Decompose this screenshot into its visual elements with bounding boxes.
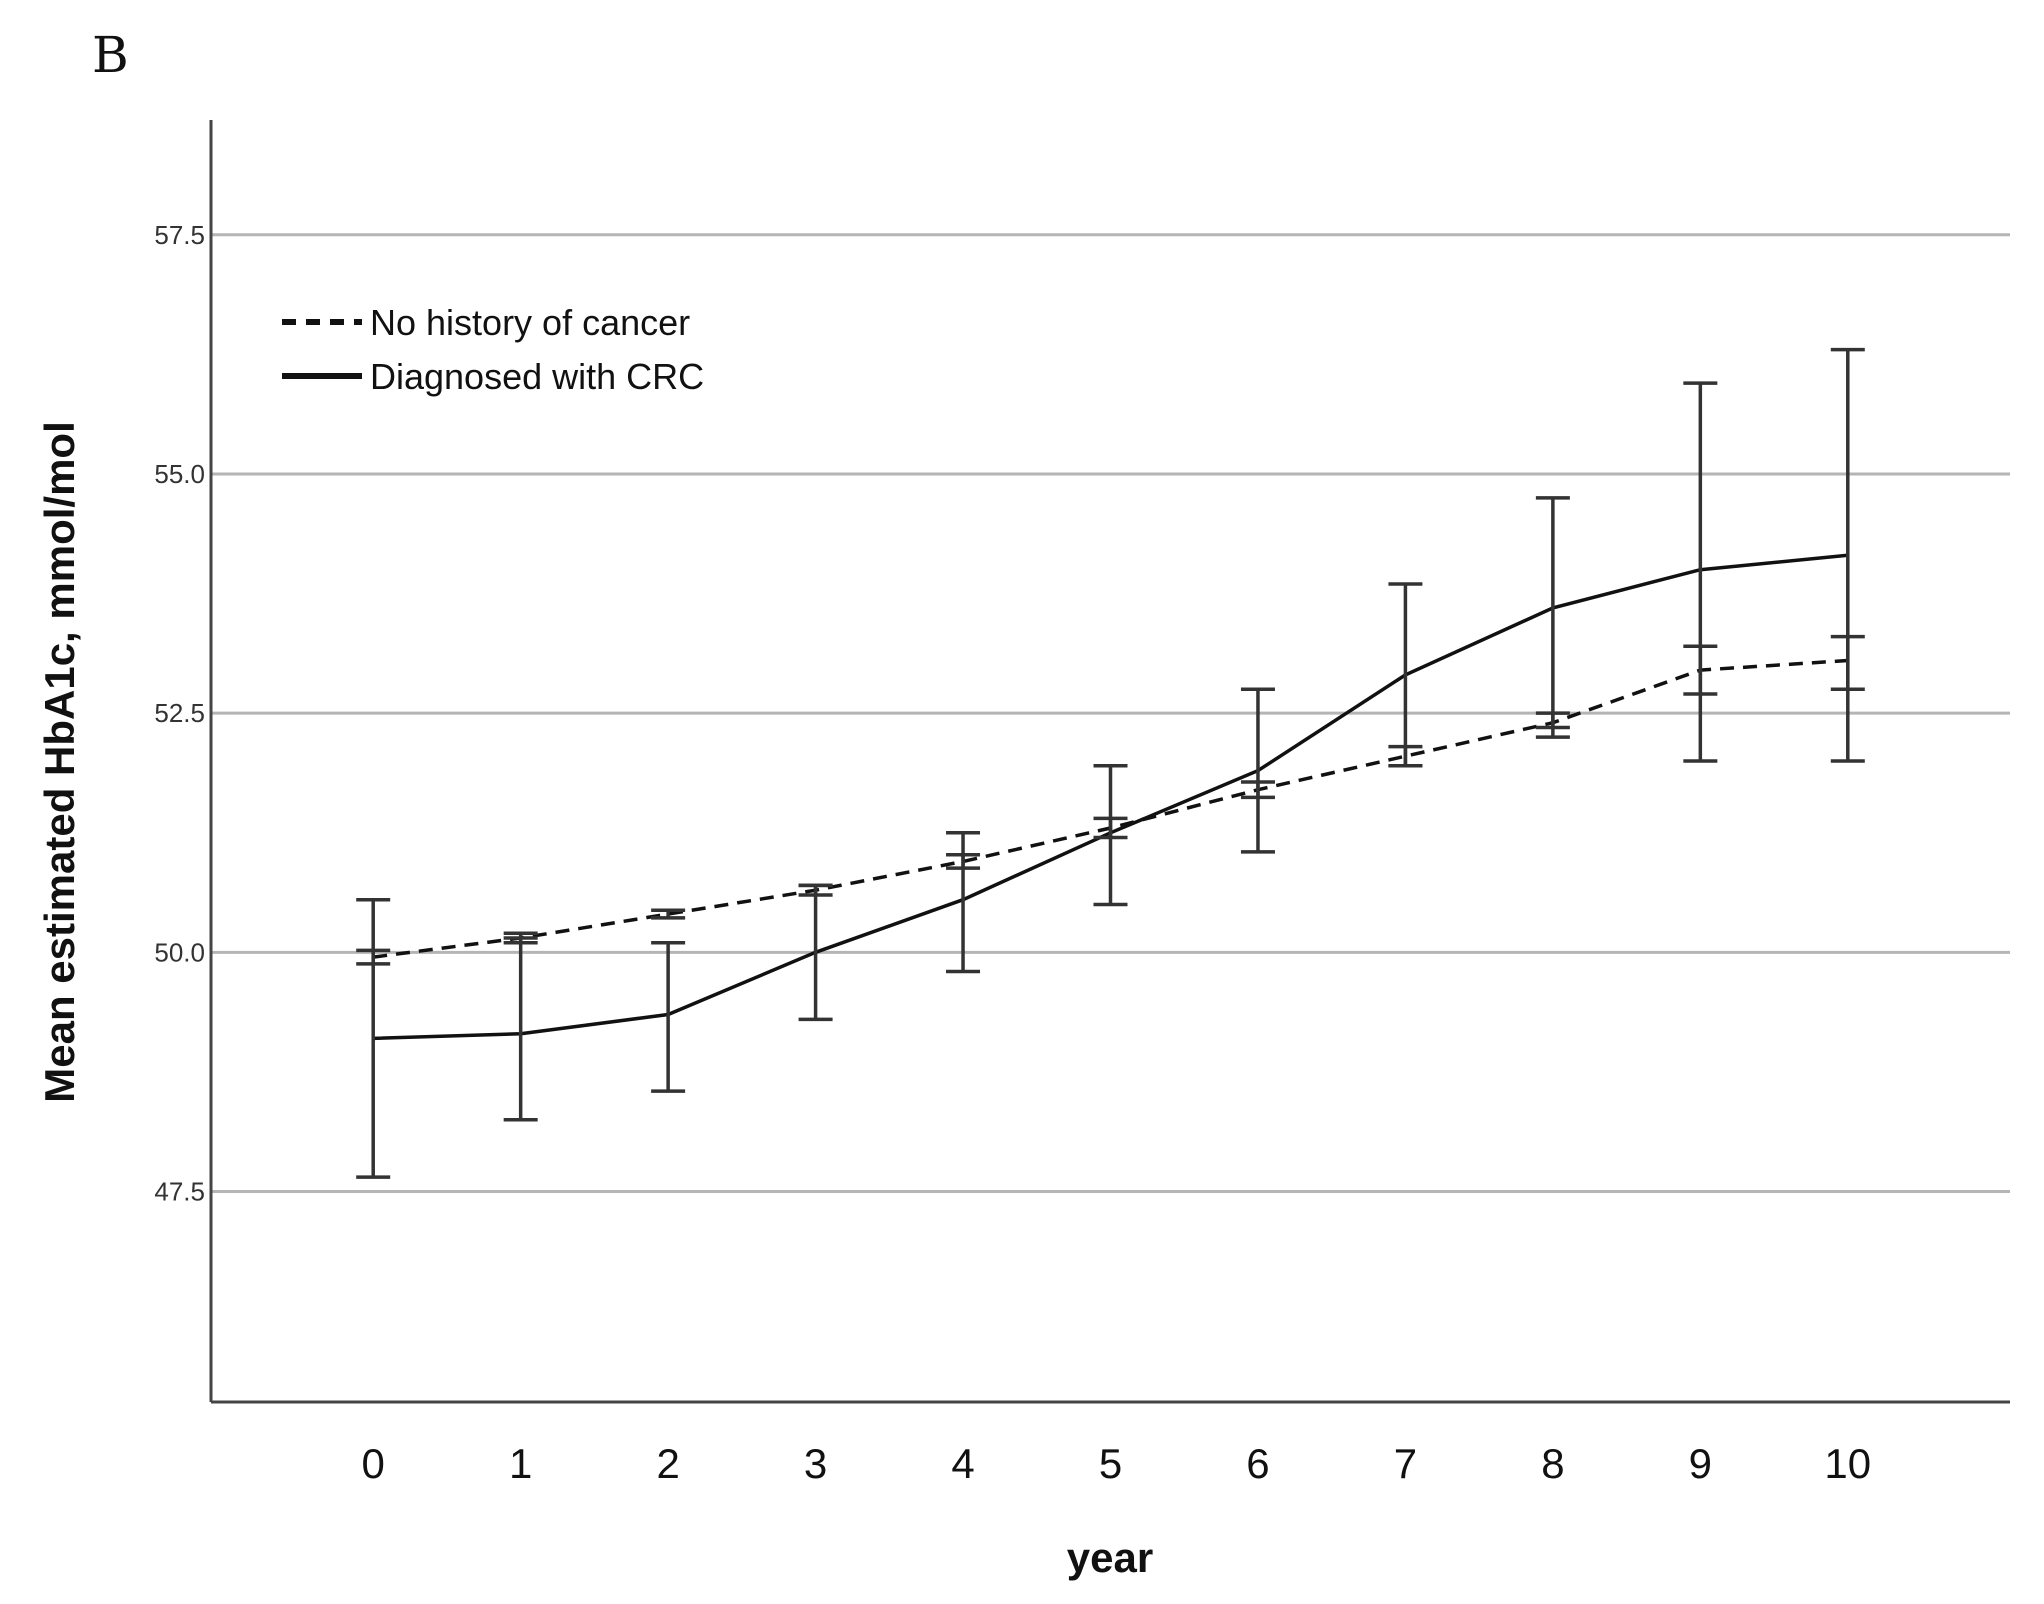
gridlines bbox=[211, 233, 2010, 1194]
error-bar-no-history bbox=[651, 908, 686, 920]
error-bar-crc bbox=[356, 897, 391, 1179]
axes bbox=[209, 120, 2010, 1404]
error-bar-crc bbox=[1683, 381, 1718, 763]
y-tick-label: 52.5 bbox=[154, 698, 205, 728]
error-bar-crc bbox=[503, 936, 538, 1122]
x-tick-label: 9 bbox=[1689, 1440, 1712, 1487]
error-bar-crc bbox=[946, 831, 981, 974]
x-tick-labels: 0 1 2 3 4 5 6 7 8 9 10 bbox=[362, 1440, 1872, 1487]
x-tick-label: 3 bbox=[804, 1440, 827, 1487]
x-tick-label: 0 bbox=[362, 1440, 385, 1487]
error-bar-crc bbox=[1388, 582, 1423, 768]
panel-letter: B bbox=[92, 26, 129, 84]
error-bar-crc bbox=[798, 883, 833, 1022]
legend-label-no-history: No history of cancer bbox=[370, 302, 690, 343]
legend-label-crc: Diagnosed with CRC bbox=[370, 356, 704, 397]
y-tick-label: 50.0 bbox=[154, 937, 205, 967]
y-tick-label: 47.5 bbox=[154, 1177, 205, 1207]
legend: No history of cancer Diagnosed with CRC bbox=[282, 302, 704, 397]
x-tick-label: 7 bbox=[1394, 1440, 1417, 1487]
error-bar-crc bbox=[1535, 496, 1570, 730]
error-bar-crc bbox=[1093, 764, 1128, 907]
x-tick-label: 6 bbox=[1246, 1440, 1269, 1487]
y-tick-label: 57.5 bbox=[154, 220, 205, 250]
x-tick-label: 2 bbox=[656, 1440, 679, 1487]
error-bar-crc bbox=[1240, 687, 1275, 854]
x-axis-title: year bbox=[1067, 1534, 1153, 1581]
error-bar-crc bbox=[1830, 347, 1865, 763]
x-tick-label: 4 bbox=[951, 1440, 974, 1487]
y-tick-labels: 47.5 50.0 52.5 55.0 57.5 bbox=[154, 220, 205, 1207]
x-tick-label: 8 bbox=[1541, 1440, 1564, 1487]
x-tick-label: 10 bbox=[1824, 1440, 1871, 1487]
y-axis-title: Mean estimated HbA1c, mmol/mol bbox=[36, 421, 83, 1103]
y-tick-label: 55.0 bbox=[154, 459, 205, 489]
error-bar-crc bbox=[651, 941, 686, 1093]
error-bars bbox=[356, 347, 1865, 1179]
x-tick-label: 1 bbox=[509, 1440, 532, 1487]
x-tick-label: 5 bbox=[1099, 1440, 1122, 1487]
